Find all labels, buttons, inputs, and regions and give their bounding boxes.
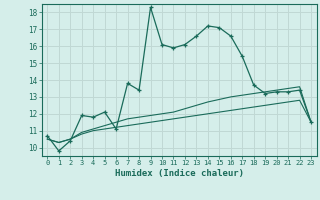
X-axis label: Humidex (Indice chaleur): Humidex (Indice chaleur) <box>115 169 244 178</box>
